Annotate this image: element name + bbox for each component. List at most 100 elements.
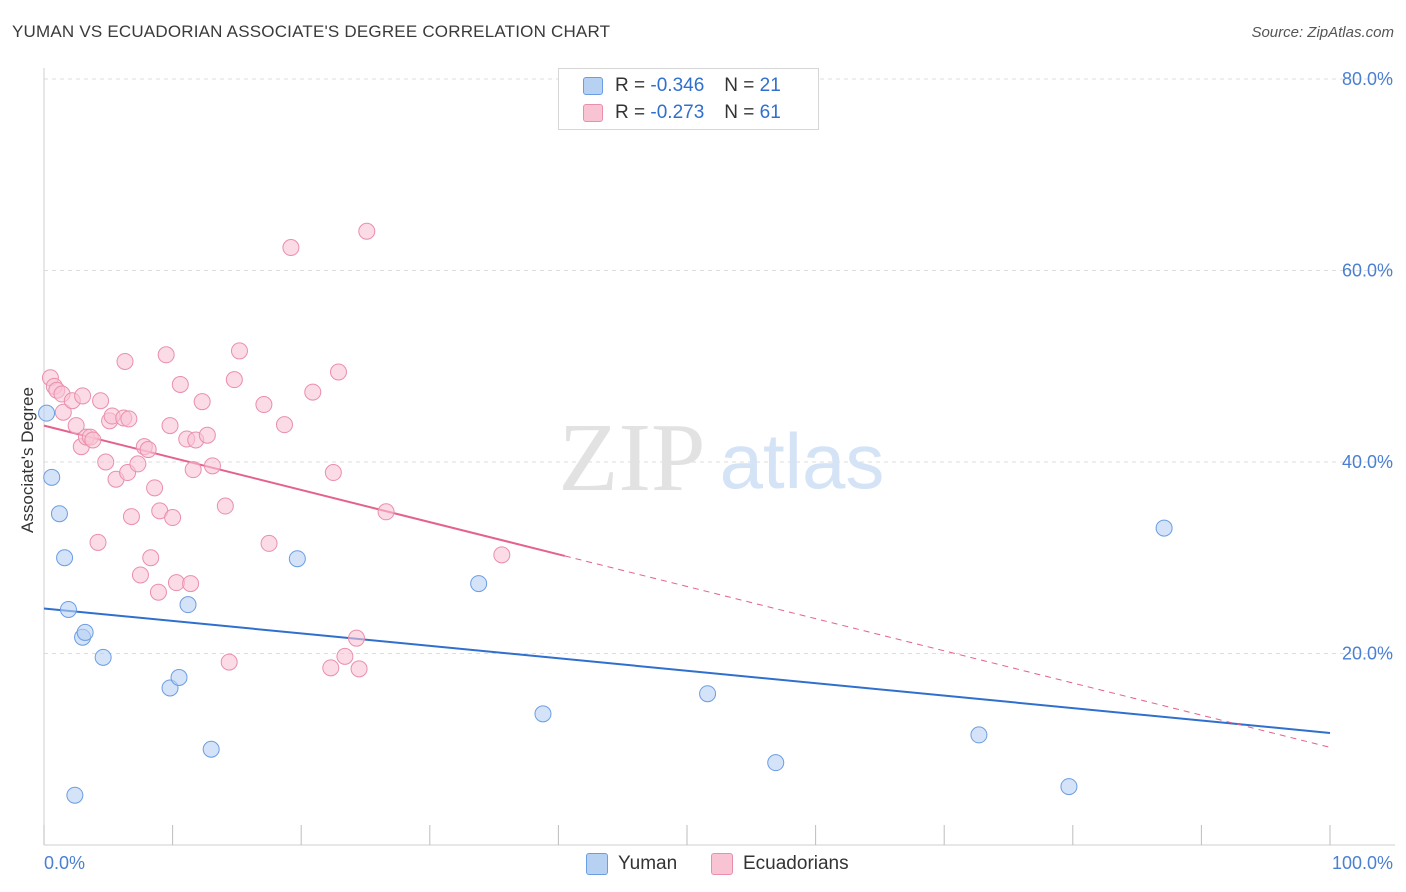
ecuadorians-point [142, 549, 160, 567]
trend-layer [43, 424, 1331, 748]
ecuadorians-point [358, 222, 376, 240]
ecuadorians-point [322, 659, 340, 677]
ecuadorians-point [157, 346, 175, 364]
yuman-point [66, 786, 84, 804]
legend-r-value: -0.346 [650, 75, 705, 96]
ecuadorians-point [493, 546, 511, 564]
ecuadorians-point [304, 383, 322, 401]
ecuadorians-point [329, 363, 347, 381]
yuman-trend-line [43, 607, 1331, 734]
ecuadorians-point [122, 508, 140, 526]
ecuadorians-point [184, 461, 202, 479]
watermark-zip: ZIP [559, 404, 706, 512]
yuman-legend-label: Yuman [618, 853, 678, 874]
ecuadorians-point [74, 387, 92, 405]
legend-r-value: -0.273 [650, 102, 705, 123]
ecuadorians-point [131, 566, 149, 584]
ecuadorians-point [336, 647, 354, 665]
ecuadorians-point [120, 410, 138, 428]
ecuadorians-point [220, 653, 238, 671]
ecuadorians-point [193, 393, 211, 411]
yuman-point [179, 596, 197, 614]
y-tick-label: 80.0% [1342, 69, 1393, 89]
ecuadorians-point [275, 416, 293, 434]
ecuadorians-point [164, 509, 182, 527]
ecuadorians-legend-label: Ecuadorians [743, 853, 849, 874]
yuman-point [288, 550, 306, 568]
legend-row-yuman: R = -0.346 N = 21 [583, 75, 781, 97]
bottom-legend-yuman: Yuman [586, 852, 677, 876]
ecuadorians-point [377, 503, 395, 521]
yuman-point [170, 668, 188, 686]
watermark-atlas: atlas [720, 417, 885, 505]
ecuadorians-point [167, 574, 185, 592]
yuman-point [470, 575, 488, 593]
yuman-point [94, 648, 112, 666]
yuman-point [699, 685, 717, 703]
ecuadorians-point [67, 417, 85, 435]
yuman-point [50, 505, 68, 523]
ecuadorians-point [116, 352, 134, 370]
axis-layer [43, 68, 1395, 846]
yuman-legend-swatch [586, 853, 608, 875]
ecuadorians-point [89, 533, 107, 551]
yuman-point [59, 600, 77, 618]
ecuadorians-point [350, 660, 368, 678]
ecuadorians-point [203, 457, 221, 475]
x-tick-label: 0.0% [44, 853, 85, 873]
ecuadorians-point [216, 497, 234, 515]
ecuadorians-point [149, 583, 167, 601]
yuman-point [970, 726, 988, 744]
legend-n-value: 61 [759, 102, 781, 123]
legend-n-label: N = [724, 75, 755, 96]
ecuadorians-point [260, 534, 278, 552]
correlation-legend: R = -0.346 N = 21 R = -0.273 N = 61 [558, 68, 819, 130]
ecuadorians-point [139, 441, 157, 459]
ecuadorians-point [84, 431, 102, 449]
yuman-swatch [583, 77, 603, 95]
yuman-point [43, 468, 61, 486]
ecuadorians-point [129, 455, 147, 473]
ecuadorians-point [97, 453, 115, 471]
chart-title: YUMAN VS ECUADORIAN ASSOCIATE'S DEGREE C… [12, 22, 611, 41]
label-layer: 20.0% 40.0% 60.0% 80.0% 0.0% 100.0% [44, 69, 1393, 873]
ecuadorians-trend-extension [564, 555, 1331, 748]
watermark: ZIP atlas [559, 404, 885, 512]
y-tick-label: 40.0% [1342, 452, 1393, 472]
x-tick-label: 100.0% [1332, 853, 1393, 873]
ecuadorians-point [255, 396, 273, 414]
ecuadorians-point [282, 239, 300, 257]
yuman-point [534, 705, 552, 723]
ecuadorians-point [198, 426, 216, 444]
yuman-point [76, 623, 94, 641]
source-label: Source: ZipAtlas.com [1251, 24, 1394, 41]
yuman-point [1060, 778, 1078, 796]
legend-n-value: 21 [759, 75, 781, 96]
y-tick-label: 20.0% [1342, 644, 1393, 664]
ecuadorians-swatch [583, 104, 603, 122]
yuman-point [1155, 519, 1173, 537]
legend-n-label: N = [724, 102, 755, 123]
bottom-legend-ecuadorians: Ecuadorians [711, 852, 849, 876]
legend-r-label: R = [615, 75, 646, 96]
legend-r-label: R = [615, 102, 646, 123]
yuman-point [56, 549, 74, 567]
ecuadorians-point [182, 575, 200, 593]
ecuadorians-point [54, 403, 72, 421]
ecuadorians-point [324, 464, 342, 482]
ecuadorians-point [347, 629, 365, 647]
ecuadorians-trend-line [43, 424, 566, 557]
yuman-point [202, 740, 220, 758]
points-layer [38, 222, 1173, 804]
y-tick-label: 60.0% [1342, 261, 1393, 281]
ecuadorians-point [230, 342, 248, 360]
ecuadorians-point [171, 375, 189, 393]
ecuadorians-point [92, 392, 110, 410]
ecuadorians-point [146, 479, 164, 497]
ecuadorians-point [161, 417, 179, 435]
yuman-point [767, 754, 785, 772]
legend-row-ecuadorians: R = -0.273 N = 61 [583, 102, 781, 124]
ecuadorians-point [225, 371, 243, 389]
grid-layer [44, 78, 1395, 654]
